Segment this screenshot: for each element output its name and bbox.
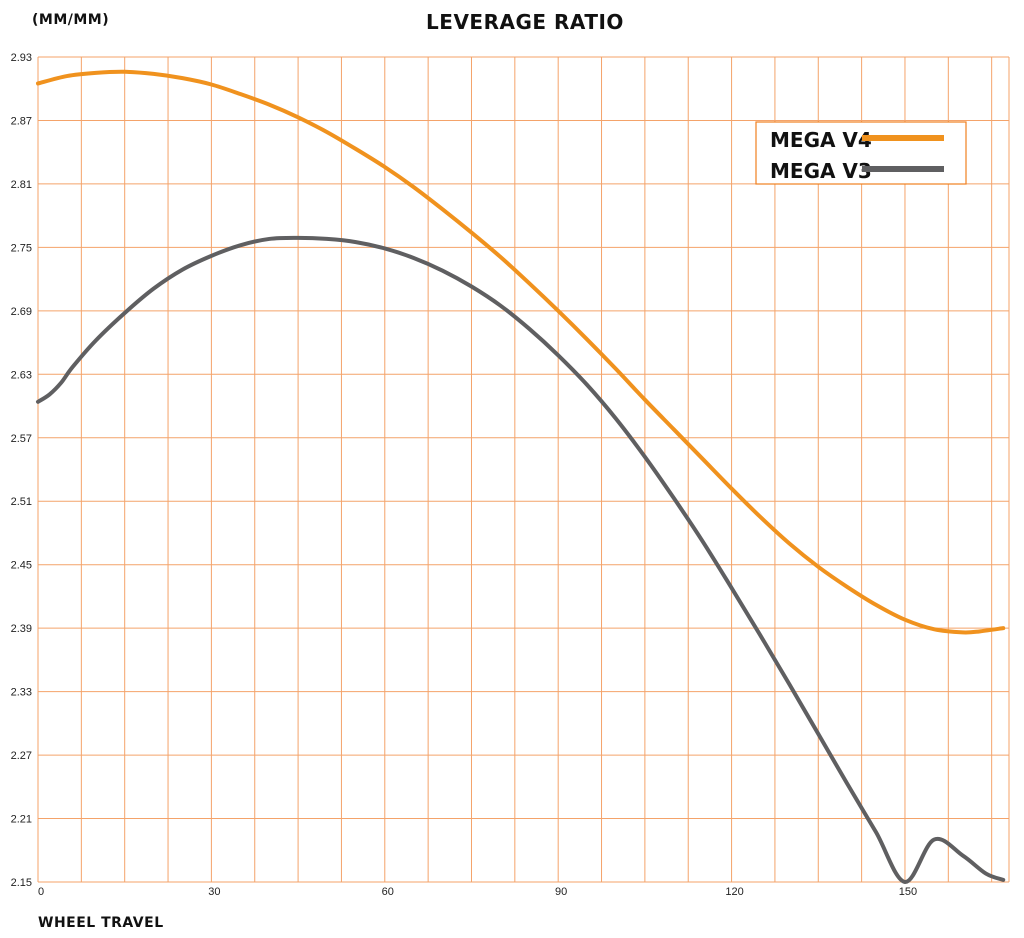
y-tick-label: 2.93 [11, 52, 32, 64]
x-tick-label: 90 [555, 886, 567, 898]
series-lines [36, 69, 1006, 884]
legend: MEGA V4 MEGA V3 [755, 121, 967, 185]
y-tick-label: 2.63 [11, 369, 32, 381]
series-line-mega-v3 [36, 235, 1006, 884]
y-tick-label: 2.21 [11, 814, 32, 826]
grid [37, 56, 1010, 883]
legend-box [755, 121, 967, 185]
y-tick-label: 2.33 [11, 687, 32, 699]
y-axis-ticks: 2.93 2.87 2.81 2.75 2.69 2.63 2.57 2.51 2.45 2.39… [11, 52, 32, 889]
y-tick-label: 2.39 [11, 623, 32, 635]
y-tick-label: 2.51 [11, 496, 32, 508]
y-tick-label: 2.75 [11, 242, 32, 254]
x-tick-label: 120 [725, 886, 743, 898]
x-axis-label: WHEEL TRAVEL [38, 915, 164, 931]
y-tick-label: 2.57 [11, 433, 32, 445]
legend-label-mega-v3: MEGA V3 [770, 159, 872, 183]
y-tick-label: 2.87 [11, 115, 32, 127]
y-tick-label: 2.69 [11, 306, 32, 318]
x-axis-ticks: 0 30 60 90 120 150 [38, 886, 917, 898]
x-tick-label: 150 [899, 886, 917, 898]
y-tick-label: 2.81 [11, 179, 32, 191]
x-tick-label: 30 [208, 886, 220, 898]
y-tick-label: 2.45 [11, 560, 32, 572]
chart-title: LEVERAGE RATIO [426, 10, 624, 34]
x-tick-label: 0 [38, 886, 44, 898]
y-axis-unit-label: (MM/MM) [32, 12, 109, 28]
y-tick-label: 2.15 [11, 877, 32, 889]
y-tick-label: 2.27 [11, 750, 32, 762]
x-tick-label: 60 [382, 886, 394, 898]
series-line-mega-v4 [36, 69, 1006, 635]
legend-label-mega-v4: MEGA V4 [770, 128, 872, 152]
